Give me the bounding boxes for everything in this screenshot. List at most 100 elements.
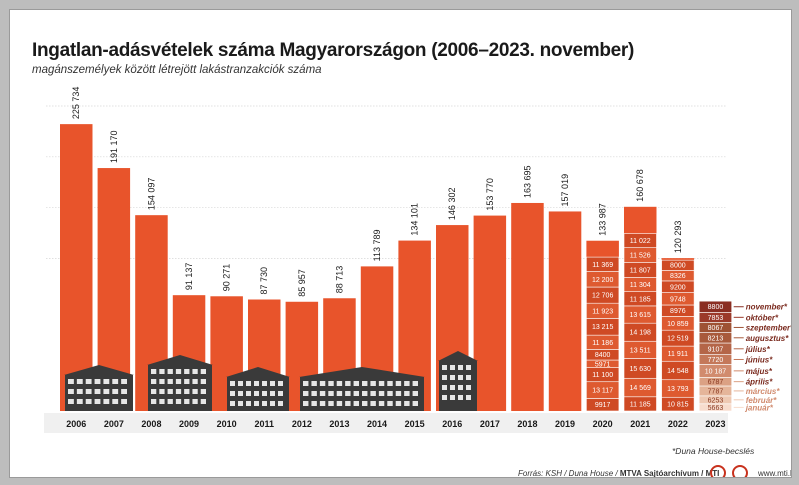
house-2016-icon-window xyxy=(458,365,463,370)
month-value-label: 14 569 xyxy=(630,385,652,392)
x-axis-band xyxy=(44,413,728,433)
house-2016-icon-window xyxy=(466,375,471,380)
x-tick-label: 2014 xyxy=(367,419,387,429)
house-2009-icon-window xyxy=(159,399,165,404)
house-2006-icon-window xyxy=(112,379,119,384)
month-value-label: 8326 xyxy=(670,273,686,280)
house-2013-icon-window xyxy=(378,391,385,396)
house-2013-icon-window xyxy=(328,381,334,386)
house-2011-icon-window xyxy=(238,381,243,386)
month-value-label: 7787 xyxy=(708,388,724,395)
month-value-label: 9107 xyxy=(708,346,724,353)
house-2013-icon-window xyxy=(345,381,351,386)
value-label-2014: 113 789 xyxy=(372,230,382,262)
month-value-label: 13 793 xyxy=(667,386,689,393)
chart-subtitle: magánszemélyek között létrejött lakástra… xyxy=(32,64,322,76)
month-value-label: 8976 xyxy=(670,308,686,315)
house-2013-icon-window xyxy=(319,381,326,386)
month-legend-label: július* xyxy=(745,345,771,354)
house-2013-icon-window xyxy=(387,401,393,406)
house-2009-icon-window xyxy=(159,369,165,374)
house-2011-icon-window xyxy=(278,391,283,396)
house-2006-icon xyxy=(64,365,134,411)
house-2009-icon-window xyxy=(200,399,206,404)
house-2009-icon-window xyxy=(167,379,173,384)
source-text: Forrás: KSH / Duna House / xyxy=(518,469,620,478)
house-2013-icon-window xyxy=(303,401,309,406)
value-label-2013: 88 713 xyxy=(334,266,344,294)
house-2006-icon-roof xyxy=(64,365,134,375)
house-2006-icon-window xyxy=(103,379,110,384)
house-2011-icon-window xyxy=(230,391,235,396)
house-2011-icon-window xyxy=(254,401,259,406)
month-value-label: 11 807 xyxy=(630,267,651,274)
x-tick-label: 2021 xyxy=(630,419,650,429)
house-2006-icon-window xyxy=(85,399,92,404)
house-2009-icon-window xyxy=(192,379,198,384)
house-2011-icon-window xyxy=(246,381,251,386)
house-2006-icon-window xyxy=(103,399,110,404)
mtva-logo-icon xyxy=(710,465,726,477)
x-tick-label: 2018 xyxy=(517,419,537,429)
month-value-label: 14 198 xyxy=(630,330,652,337)
house-2013-icon-window xyxy=(378,401,385,406)
value-label-2010: 90 271 xyxy=(222,264,232,292)
value-label-2021: 160 678 xyxy=(635,169,645,202)
source-credit: Forrás: KSH / Duna House / MTVA Sajtóarc… xyxy=(518,469,720,478)
month-value-label: 15 630 xyxy=(630,366,652,373)
house-2009-icon-roof xyxy=(147,355,213,365)
house-2013-icon xyxy=(299,367,425,411)
house-2009-icon-window xyxy=(192,369,198,374)
house-2013-icon-window xyxy=(353,381,359,386)
house-2006-icon-window xyxy=(121,399,127,404)
month-segment-2022 xyxy=(661,259,695,271)
month-value-label: 10 815 xyxy=(667,402,689,409)
house-2013-icon-window xyxy=(319,401,326,406)
month-value-label: 9748 xyxy=(670,296,686,303)
house-2011-icon-window xyxy=(270,391,275,396)
x-tick-label: 2019 xyxy=(555,419,575,429)
month-legend-label: január* xyxy=(745,403,774,412)
house-2016-icon-window xyxy=(458,385,463,390)
house-2013-icon-window xyxy=(370,401,376,406)
house-2016-icon-window xyxy=(458,395,463,400)
house-2011-icon-window xyxy=(270,381,275,386)
house-2013-icon-window xyxy=(362,401,368,406)
agency-text: MTVA Sajtóarchívum / MTI xyxy=(619,469,720,478)
month-value-label: 14 548 xyxy=(667,368,689,375)
house-2011-icon-window xyxy=(230,381,235,386)
house-2009-icon-window xyxy=(175,389,182,394)
value-label-2012: 85 957 xyxy=(297,269,307,297)
value-label-2009: 91 137 xyxy=(184,263,194,291)
house-2009-icon-window xyxy=(184,389,190,394)
house-2013-icon-window xyxy=(404,391,410,396)
mti-logo-icon xyxy=(732,465,748,477)
house-2009-icon xyxy=(147,355,213,411)
house-2009-icon-window xyxy=(192,389,198,394)
value-label-2008: 154 097 xyxy=(146,178,156,211)
house-2013-icon-window xyxy=(395,391,402,396)
house-2009-icon-window xyxy=(175,379,182,384)
house-2009-icon-window xyxy=(200,389,206,394)
house-2006-icon-window xyxy=(94,399,101,404)
value-label-2018: 163 695 xyxy=(522,165,532,198)
month-value-label: 10 859 xyxy=(667,321,689,328)
month-value-label: 13 117 xyxy=(592,388,613,395)
house-2013-icon-window xyxy=(404,401,410,406)
website-text: www.mti.hu xyxy=(758,469,791,478)
month-value-label: 8800 xyxy=(708,304,724,311)
house-2009-icon-window xyxy=(192,399,198,404)
month-value-label: 11 369 xyxy=(592,262,613,269)
house-2009-icon-window xyxy=(167,399,173,404)
house-2016-icon-window xyxy=(450,375,455,380)
house-2013-icon-window xyxy=(328,391,334,396)
house-2013-icon-window xyxy=(353,401,359,406)
house-2006-icon-window xyxy=(112,389,119,394)
month-value-label: 11 185 xyxy=(630,296,651,303)
bar-2017 xyxy=(473,215,507,411)
value-label-2022: 120 293 xyxy=(673,221,683,254)
house-2006-icon-window xyxy=(85,379,92,384)
house-2016-icon-window xyxy=(442,385,447,390)
x-tick-label: 2017 xyxy=(480,419,500,429)
house-2011-icon-window xyxy=(246,401,251,406)
